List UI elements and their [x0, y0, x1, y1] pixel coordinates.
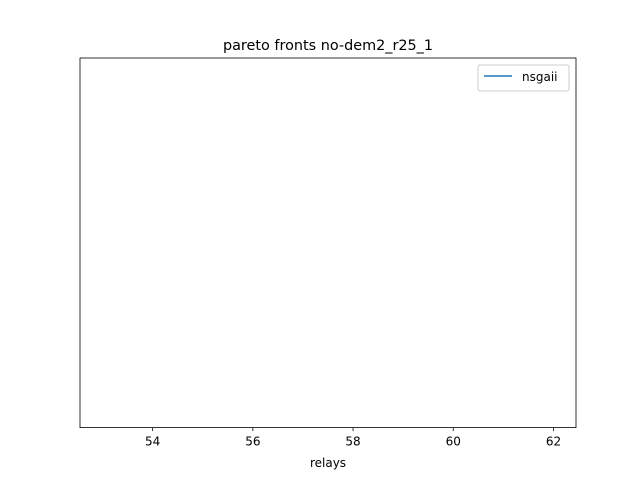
x-axis-label: relays — [310, 456, 346, 470]
axes-frame — [79, 57, 577, 429]
legend-box — [477, 64, 570, 92]
x-tick-label: 58 — [345, 435, 360, 449]
chart-title: pareto fronts no-dem2_r25_1 — [223, 38, 433, 54]
x-axis-ticks: 54 56 58 60 62 — [145, 427, 561, 449]
legend-label: nsgaii — [522, 70, 558, 84]
x-tick-label: 54 — [145, 435, 160, 449]
x-tick-label: 56 — [245, 435, 260, 449]
x-tick-label: 62 — [546, 435, 561, 449]
x-tick-label: 60 — [446, 435, 461, 449]
legend: nsgaii — [477, 64, 570, 92]
